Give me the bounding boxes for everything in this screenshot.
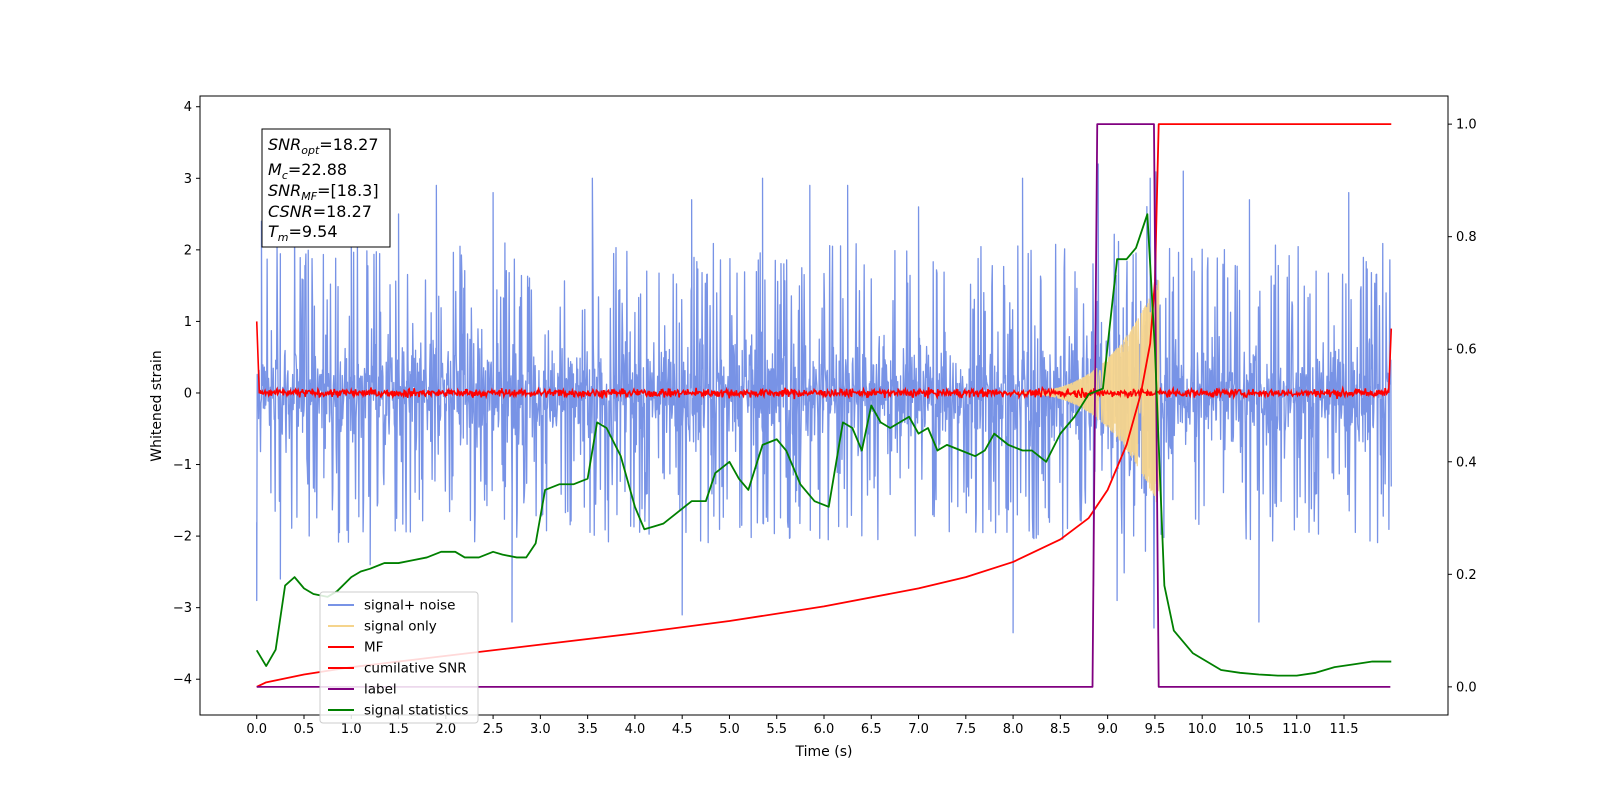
- y2-tick-label: 1.0: [1456, 118, 1477, 133]
- x-tick-label: 9.0: [1097, 722, 1118, 737]
- annotation-chirp-mass: Mc=22.88: [268, 160, 347, 182]
- x-tick-label: 2.0: [435, 722, 456, 737]
- x-tick-label: 0.5: [294, 722, 315, 737]
- x-tick-label: 7.0: [908, 722, 929, 737]
- y-tick-label: −1: [173, 458, 192, 473]
- x-tick-label: 11.0: [1282, 722, 1311, 737]
- x-tick-label: 8.5: [1050, 722, 1071, 737]
- y2-tick-label: 0.4: [1456, 455, 1477, 470]
- x-tick-label: 7.5: [955, 722, 976, 737]
- y-tick-label: 0: [184, 386, 192, 401]
- y-tick-label: −2: [173, 530, 192, 545]
- legend-label: MF: [364, 640, 383, 656]
- legend-label: label: [364, 682, 397, 698]
- legend-label: signal+ noise: [364, 598, 455, 614]
- x-tick-label: 6.0: [814, 722, 835, 737]
- x-tick-label: 4.0: [625, 722, 646, 737]
- y2-tick-label: 0.6: [1456, 343, 1477, 358]
- annotation-merger-time: Tm=9.54: [268, 222, 338, 244]
- annotation-box: SNRopt=18.27 Mc=22.88 SNRMF=[18.3] CSNR=…: [261, 128, 391, 248]
- annotation-csnr: CSNR=18.27: [268, 202, 372, 221]
- y-tick-label: −4: [173, 673, 192, 688]
- legend-label: signal statistics: [364, 703, 468, 719]
- annotation-snr-opt: SNRopt=18.27: [268, 135, 379, 157]
- y-tick-label: 4: [184, 100, 192, 115]
- series-signal-statistics: [255, 213, 1392, 677]
- x-tick-label: 11.5: [1330, 722, 1359, 737]
- x-tick-label: 10.5: [1235, 722, 1264, 737]
- x-tick-label: 5.5: [766, 722, 787, 737]
- y-tick-label: 1: [184, 315, 192, 330]
- x-tick-label: 3.0: [530, 722, 551, 737]
- x-tick-label: 2.5: [483, 722, 504, 737]
- legend-box: [319, 591, 479, 724]
- x-axis-title: Time (s): [795, 744, 853, 760]
- x-tick-label: 1.5: [388, 722, 409, 737]
- legend-label: cumilative SNR: [364, 661, 467, 677]
- y2-tick-label: 0.8: [1456, 230, 1477, 245]
- x-tick-label: 9.5: [1145, 722, 1166, 737]
- series-signal-noise: [256, 163, 1392, 634]
- x-tick-label: 0.0: [246, 722, 267, 737]
- y2-tick-label: 0.2: [1456, 568, 1477, 583]
- y-tick-label: 3: [184, 172, 192, 187]
- y-tick-label: 2: [184, 243, 192, 258]
- y-tick-label: −3: [173, 601, 192, 616]
- x-tick-label: 3.5: [577, 722, 598, 737]
- x-tick-label: 4.5: [672, 722, 693, 737]
- axes: 0.0 0.5 1.0 1.5 2.0 2.5 3.0 3.5 4.0 4.5 5.0 5.5 6.0 6…: [173, 100, 1477, 737]
- legend: signal+ noise signal only MF cumilative SNR…: [319, 591, 479, 724]
- legend-label: signal only: [364, 619, 437, 635]
- x-tick-label: 8.0: [1003, 722, 1024, 737]
- y2-tick-label: 0.0: [1456, 680, 1477, 695]
- x-tick-label: 6.5: [861, 722, 882, 737]
- x-tick-label: 10.0: [1188, 722, 1217, 737]
- series-mf: [255, 321, 1393, 400]
- x-tick-label: 1.0: [341, 722, 362, 737]
- annotation-snr-mf: SNRMF=[18.3]: [268, 181, 379, 203]
- series-label: [256, 123, 1391, 688]
- y-axis-title: Whitened strain: [149, 350, 165, 461]
- x-tick-label: 5.0: [719, 722, 740, 737]
